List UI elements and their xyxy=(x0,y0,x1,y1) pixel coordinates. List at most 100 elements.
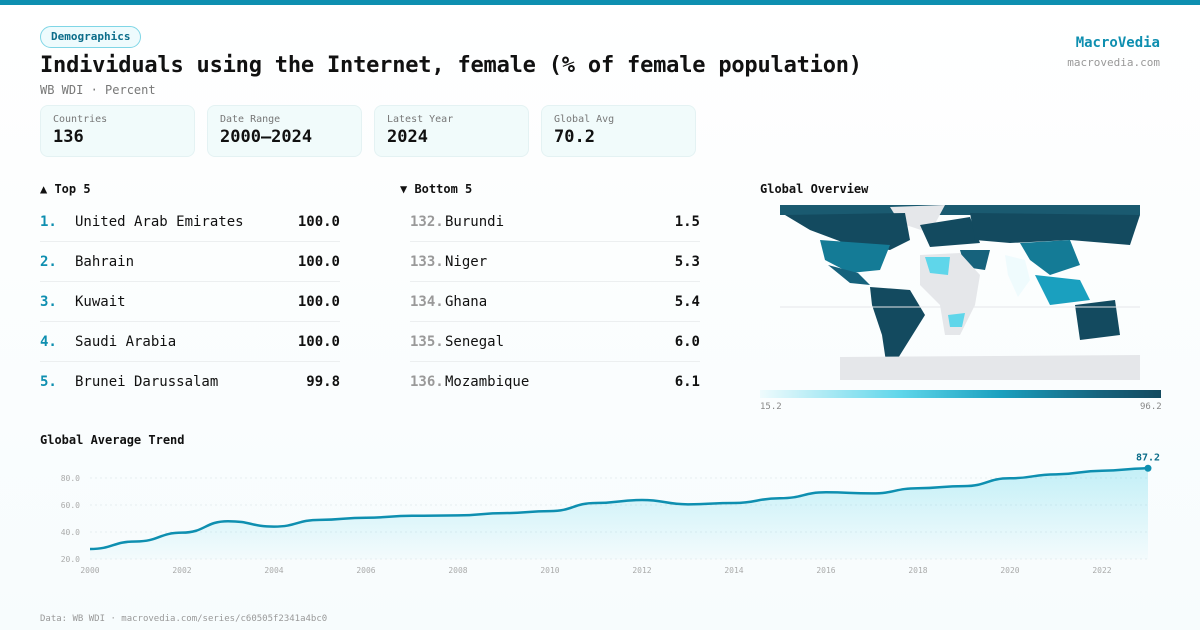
trend-heading: Global Average Trend xyxy=(40,433,185,447)
list-item[interactable]: 3. Kuwait 100.0 xyxy=(40,282,340,322)
brand-logo[interactable]: MacroVedia xyxy=(1075,35,1160,51)
country-name: Mozambique xyxy=(445,374,530,390)
country-value: 99.8 xyxy=(306,374,340,390)
x-tick-label: 2012 xyxy=(632,566,651,575)
trend-line xyxy=(89,467,1149,551)
category-badge[interactable]: Demographics xyxy=(40,26,142,48)
y-tick-label: 80.0 xyxy=(61,474,80,483)
x-tick-label: 2022 xyxy=(1092,566,1111,575)
country-name: United Arab Emirates xyxy=(75,213,244,230)
stat-date-range: Date Range 2000–2024 xyxy=(207,105,362,157)
brand-url[interactable]: macrovedia.com xyxy=(1067,56,1160,69)
rank: 1. xyxy=(40,213,57,230)
region-russia xyxy=(970,213,1140,245)
x-tick-label: 2010 xyxy=(540,566,559,575)
region-canada xyxy=(785,213,910,250)
footer-source: Data: WB WDI · macrovedia.com/series/c60… xyxy=(40,614,328,624)
list-item[interactable]: 4. Saudi Arabia 100.0 xyxy=(40,322,340,362)
bottom5-list: 132. Burundi 1.5 133. Niger 5.3 134. Ghana 5.4 13… xyxy=(410,202,700,402)
top5-heading: ▲ Top 5 xyxy=(40,182,91,196)
x-tick-label: 2016 xyxy=(816,566,835,575)
stat-label: Countries xyxy=(53,114,108,125)
country-name: Niger xyxy=(445,253,488,270)
map-legend-gradient xyxy=(760,390,1161,398)
country-name: Brunei Darussalam xyxy=(75,374,219,390)
rank: 132. xyxy=(410,213,444,230)
region-algeria xyxy=(925,257,950,275)
y-tick-label: 60.0 xyxy=(61,501,80,510)
page-title: Individuals using the Internet, female (… xyxy=(40,53,862,78)
top-accent-bar xyxy=(0,0,1200,5)
stat-value: 2024 xyxy=(387,127,428,147)
list-item[interactable]: 134. Ghana 5.4 xyxy=(410,282,700,322)
x-tick-label: 2002 xyxy=(172,566,191,575)
x-tick-label: 2000 xyxy=(80,566,99,575)
stat-label: Global Avg xyxy=(554,114,615,125)
x-tick-label: 2014 xyxy=(724,566,743,575)
list-item[interactable]: 5. Brunei Darussalam 99.8 xyxy=(40,362,340,402)
region-australia xyxy=(1075,300,1120,340)
list-item[interactable]: 2. Bahrain 100.0 xyxy=(40,242,340,282)
stat-value: 136 xyxy=(53,127,84,147)
region-usa xyxy=(820,240,890,273)
list-item[interactable]: 132. Burundi 1.5 xyxy=(410,202,700,242)
country-name: Bahrain xyxy=(75,253,135,270)
stat-label: Date Range xyxy=(220,114,281,125)
region-south-america xyxy=(870,287,925,375)
map-heading: Global Overview xyxy=(760,182,869,196)
rank: 5. xyxy=(40,374,57,390)
last-point-marker xyxy=(1144,464,1152,472)
country-value: 5.3 xyxy=(674,253,700,270)
stat-global-avg: Global Avg 70.2 xyxy=(541,105,696,157)
page-subtitle: WB WDI · Percent xyxy=(40,83,156,97)
country-name: Burundi xyxy=(445,213,505,230)
country-value: 100.0 xyxy=(297,213,340,230)
country-name: Senegal xyxy=(445,333,505,350)
country-value: 1.5 xyxy=(674,213,700,230)
country-value: 100.0 xyxy=(297,333,340,350)
country-name: Kuwait xyxy=(75,293,126,310)
stat-label: Latest Year xyxy=(387,114,454,125)
country-name: Saudi Arabia xyxy=(75,333,177,350)
rank: 4. xyxy=(40,333,57,350)
world-map[interactable] xyxy=(780,205,1142,385)
list-item[interactable]: 1. United Arab Emirates 100.0 xyxy=(40,202,340,242)
region-china xyxy=(1020,240,1080,275)
country-value: 6.0 xyxy=(674,333,700,350)
region-southeast-asia xyxy=(1035,275,1090,305)
last-value-label: 87.2 xyxy=(1136,452,1160,463)
legend-min: 15.2 xyxy=(760,402,782,412)
region-southern-africa xyxy=(948,313,965,327)
country-name: Ghana xyxy=(445,293,488,310)
rank: 135. xyxy=(410,333,444,350)
bottom5-heading: ▼ Bottom 5 xyxy=(400,182,473,196)
country-value: 6.1 xyxy=(674,374,700,390)
x-tick-label: 2004 xyxy=(264,566,283,575)
rank: 2. xyxy=(40,253,57,270)
country-value: 5.4 xyxy=(674,293,700,310)
rank: 3. xyxy=(40,293,57,310)
list-item[interactable]: 135. Senegal 6.0 xyxy=(410,322,700,362)
x-tick-label: 2018 xyxy=(908,566,927,575)
legend-max: 96.2 xyxy=(1140,402,1162,412)
stat-countries: Countries 136 xyxy=(40,105,195,157)
trend-chart: 20.0 40.0 60.0 80.0 2000 2002 2004 2006 2008 2010… xyxy=(61,452,1160,575)
stat-value: 70.2 xyxy=(554,127,595,147)
x-tick-label: 2008 xyxy=(448,566,467,575)
list-item[interactable]: 136. Mozambique 6.1 xyxy=(410,362,700,402)
country-value: 100.0 xyxy=(297,293,340,310)
region-mexico xyxy=(828,265,870,285)
x-tick-label: 2006 xyxy=(356,566,375,575)
rank: 136. xyxy=(410,374,444,390)
y-tick-label: 40.0 xyxy=(61,528,80,537)
stat-latest-year: Latest Year 2024 xyxy=(374,105,529,157)
y-tick-label: 20.0 xyxy=(61,555,80,564)
region-europe xyxy=(920,217,980,247)
arctic-strip xyxy=(780,205,1140,215)
trend-area xyxy=(90,468,1148,559)
country-value: 100.0 xyxy=(297,253,340,270)
region-india xyxy=(1005,255,1030,297)
top5-list: 1. United Arab Emirates 100.0 2. Bahrain 100.… xyxy=(40,202,340,402)
rank: 133. xyxy=(410,253,444,270)
list-item[interactable]: 133. Niger 5.3 xyxy=(410,242,700,282)
